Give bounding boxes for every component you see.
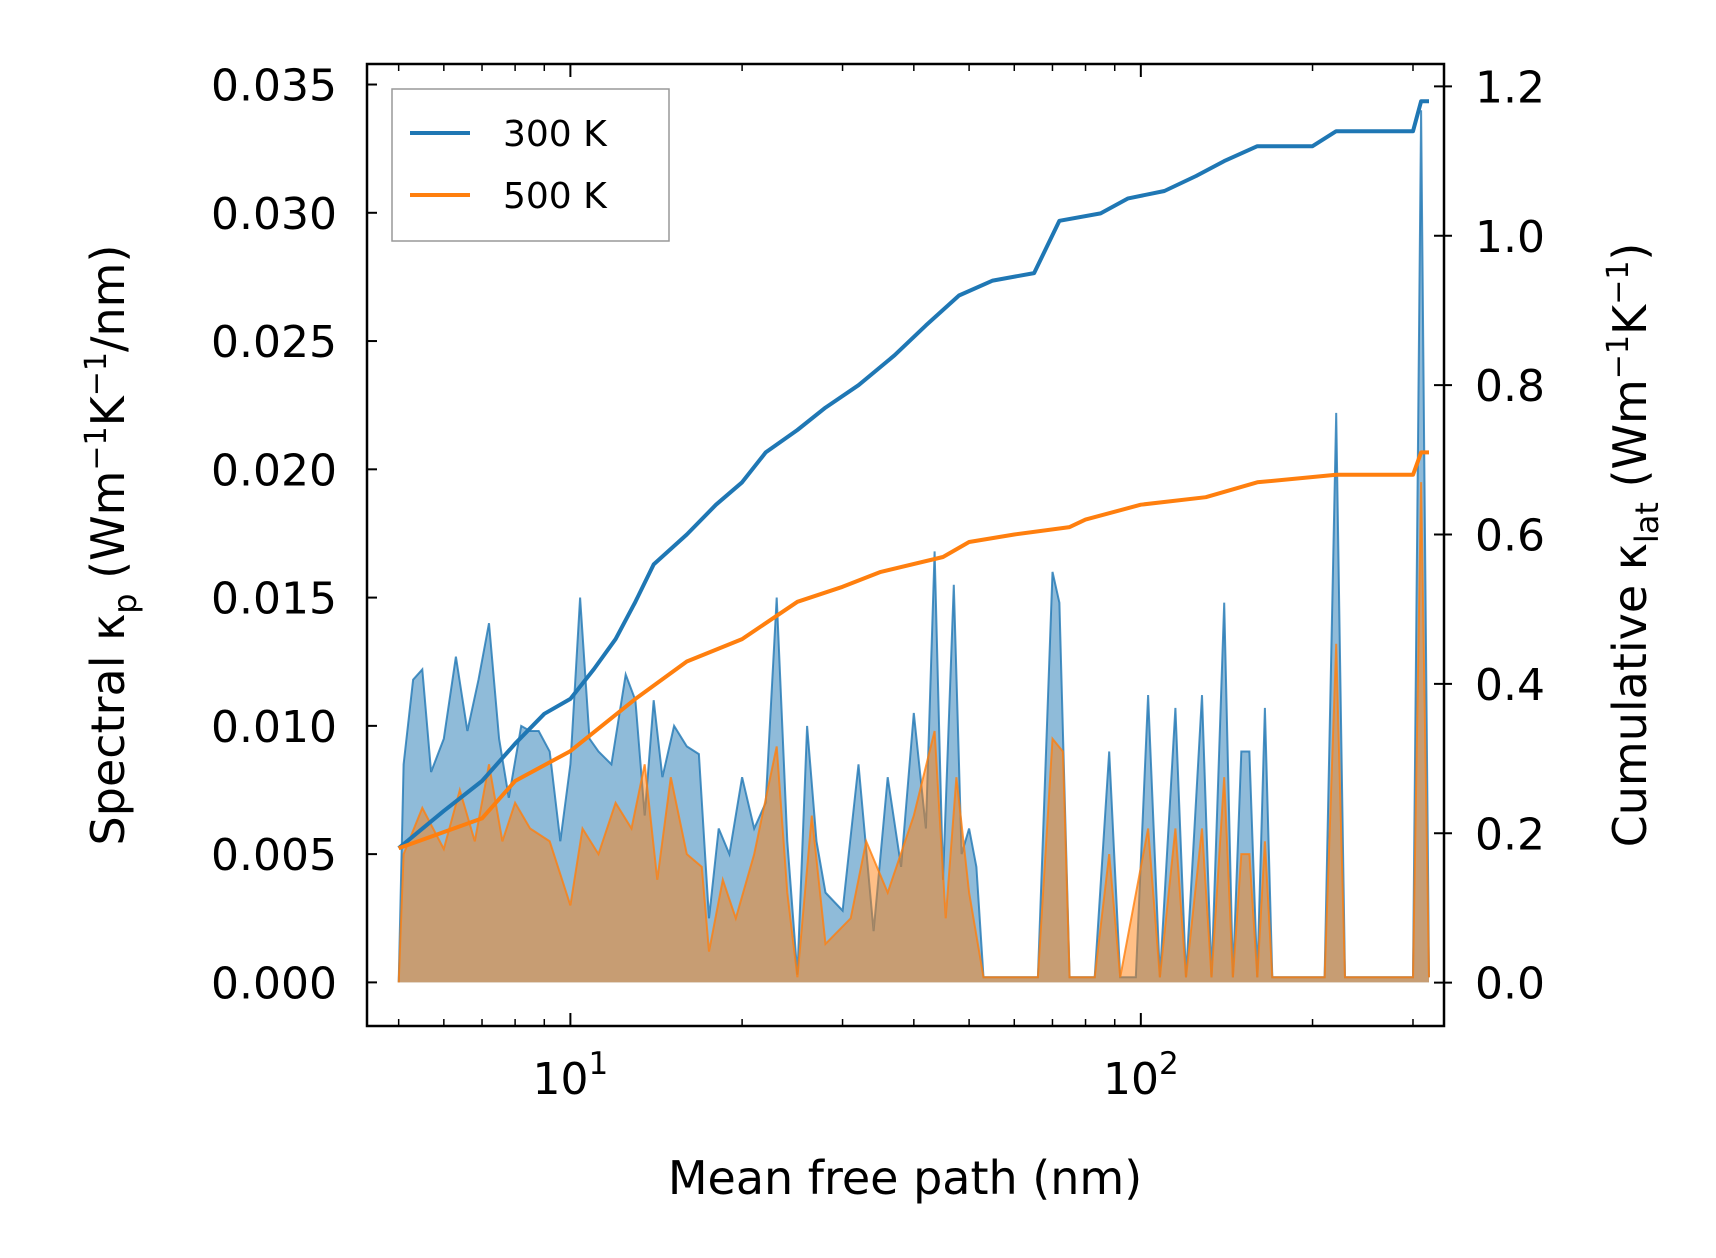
y-left-label-sub: p xyxy=(106,593,144,613)
y-left-label-main: Spectral κ xyxy=(81,614,135,846)
x-tick-label-base: 10 xyxy=(533,1054,589,1105)
cumulative-line-500k xyxy=(398,450,1429,851)
y-right-label-exp1: −1 xyxy=(1601,335,1636,379)
y-left-tick-label: 0.015 xyxy=(211,574,337,625)
cumulative-line-300k xyxy=(397,99,1429,850)
y-left-axis-label: Spectral κp (Wm−1K−1/nm) xyxy=(79,245,144,846)
y-right-tick-label: 0.0 xyxy=(1475,959,1545,1010)
spectral-area-300k xyxy=(398,110,1430,983)
legend: 300 K 500 K xyxy=(391,88,670,242)
y-left-label-exp1: −1 xyxy=(79,426,114,470)
plot-frame xyxy=(365,62,1446,1028)
x-tick-label: 102 xyxy=(1103,1046,1179,1105)
y-right-label-unit-mid: K xyxy=(1603,303,1657,335)
y-right-tick-label: 0.4 xyxy=(1475,660,1545,711)
spectral-line-500k xyxy=(397,482,1430,983)
y-left-tick-label: 0.020 xyxy=(211,445,337,496)
spectral-fills xyxy=(397,110,1430,983)
y-left-tick-label: 0.005 xyxy=(211,830,337,881)
y-left-label-exp2: −1 xyxy=(79,352,114,396)
y-left-tick-label: 0.025 xyxy=(211,317,337,368)
y-left-tick-label: 0.000 xyxy=(211,958,337,1009)
legend-label-300k: 300 K xyxy=(503,114,608,155)
y-right-label-sub: lat xyxy=(1628,502,1666,543)
x-tick-label-base: 10 xyxy=(1103,1054,1159,1105)
y-left-label-unit-close: /nm) xyxy=(81,245,135,352)
y-right-label-exp2: −1 xyxy=(1601,261,1636,305)
y-left-label-unit-mid: K xyxy=(81,394,135,426)
x-tick-label-exponent: 1 xyxy=(589,1046,609,1082)
x-tick-label: 101 xyxy=(533,1046,609,1105)
y-left-label-unit-open: (Wm xyxy=(81,471,135,594)
y-right-tick-label: 1.0 xyxy=(1475,212,1545,263)
x-axis-label: Mean free path (nm) xyxy=(668,1151,1142,1205)
y-right-tick-label: 1.2 xyxy=(1475,62,1545,113)
legend-box xyxy=(391,88,670,242)
cumulative-lines xyxy=(397,99,1429,851)
legend-label-500k: 500 K xyxy=(503,176,608,217)
y-right-axis-label: Cumulative κlat (Wm−1K−1) xyxy=(1601,243,1666,848)
y-left-tick-label: 0.030 xyxy=(211,189,337,240)
y-right-label-unit-close: ) xyxy=(1603,243,1657,261)
spectral-line-300k xyxy=(397,110,1430,983)
y-left-tick-label: 0.010 xyxy=(211,702,337,753)
spectral-area-500k xyxy=(398,482,1430,983)
x-tick-label-exponent: 2 xyxy=(1159,1046,1179,1082)
y-right-label-unit-open: (Wm xyxy=(1603,379,1657,502)
y-right-tick-label: 0.8 xyxy=(1475,361,1545,412)
y-right-tick-label: 0.6 xyxy=(1475,511,1545,562)
y-right-label-main: Cumulative κ xyxy=(1603,543,1657,847)
y-left-tick-label: 0.035 xyxy=(211,61,337,112)
y-right-tick-label: 0.2 xyxy=(1475,809,1545,860)
